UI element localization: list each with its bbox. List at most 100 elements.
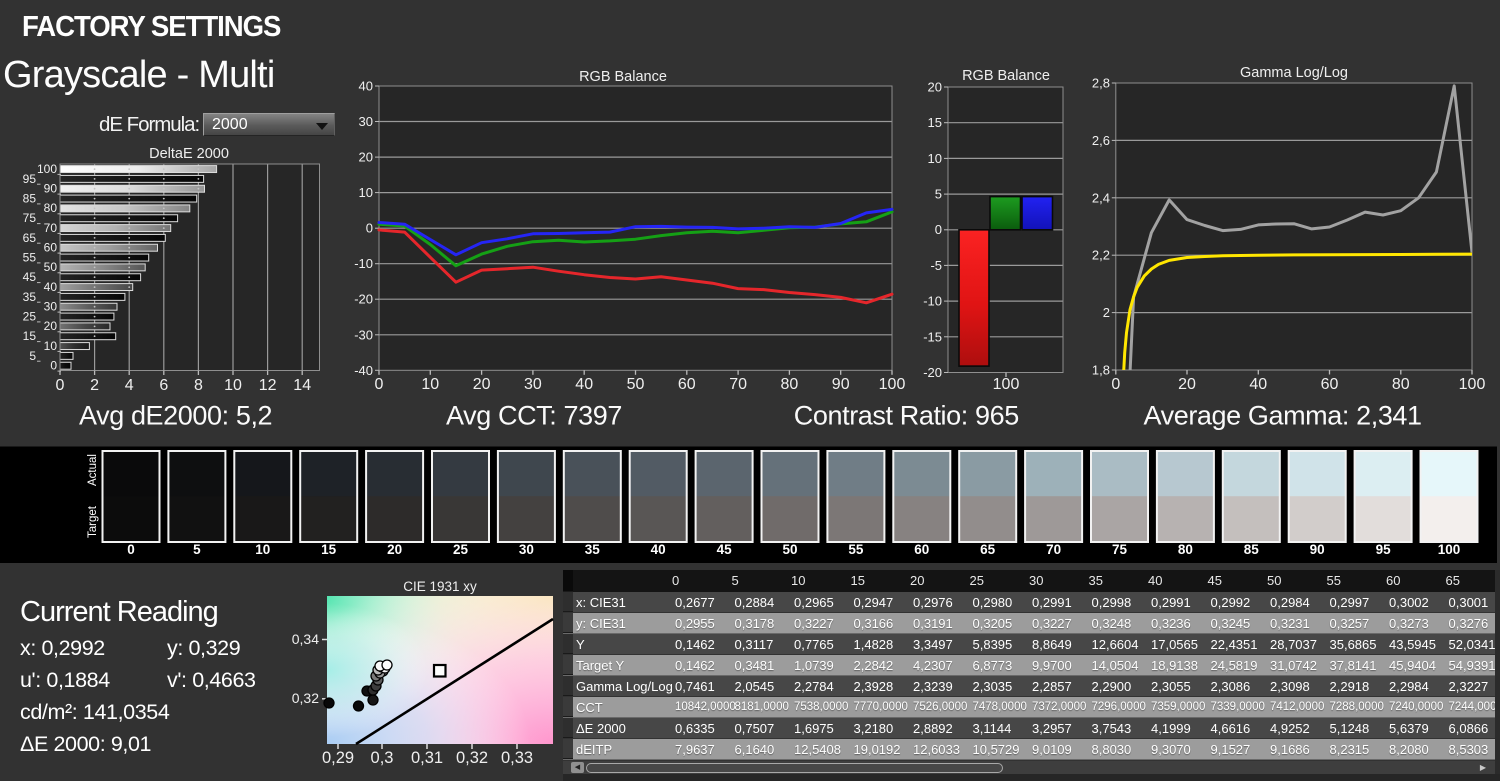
svg-text:0: 0 [1111, 376, 1120, 393]
svg-text:30: 30 [44, 300, 58, 314]
svg-text:-10: -10 [354, 256, 373, 271]
svg-text:35: 35 [23, 290, 37, 304]
svg-text:-20: -20 [923, 365, 942, 380]
svg-text:20: 20 [473, 376, 491, 393]
svg-text:60: 60 [44, 241, 58, 255]
svg-text:70: 70 [1046, 542, 1061, 557]
svg-text:40: 40 [651, 542, 666, 557]
svg-text:14: 14 [293, 377, 311, 394]
svg-text:Actual: Actual [87, 454, 99, 486]
svg-text:-15: -15 [923, 329, 942, 344]
svg-text:RGB Balance: RGB Balance [962, 68, 1050, 84]
svg-text:40: 40 [575, 376, 593, 393]
svg-text:55: 55 [848, 542, 864, 557]
svg-text:100: 100 [879, 376, 906, 393]
svg-text:0,32: 0,32 [292, 690, 319, 706]
svg-text:50: 50 [782, 542, 797, 557]
svg-text:1,8: 1,8 [1092, 363, 1110, 378]
svg-text:100: 100 [993, 376, 1020, 393]
svg-text:0,34: 0,34 [292, 631, 319, 647]
svg-text:0: 0 [366, 221, 373, 236]
svg-text:0,32: 0,32 [456, 749, 488, 767]
svg-text:75: 75 [23, 211, 37, 225]
svg-text:25: 25 [23, 309, 37, 323]
svg-text:90: 90 [1310, 542, 1325, 557]
svg-text:6: 6 [159, 377, 168, 394]
svg-text:80: 80 [781, 376, 799, 393]
svg-text:2,2: 2,2 [1092, 248, 1110, 263]
svg-text:2: 2 [1103, 305, 1110, 320]
svg-text:Average Gamma: 2,341: Average Gamma: 2,341 [1144, 401, 1422, 431]
svg-text:60: 60 [1321, 376, 1339, 393]
svg-text:90: 90 [832, 376, 850, 393]
svg-text:40: 40 [1249, 376, 1267, 393]
svg-text:-10: -10 [923, 294, 942, 309]
svg-text:Avg CCT: 7397: Avg CCT: 7397 [446, 401, 622, 431]
svg-text:45: 45 [717, 542, 733, 557]
svg-text:30: 30 [359, 114, 373, 129]
svg-text:5: 5 [29, 349, 36, 363]
svg-text:0: 0 [50, 359, 57, 373]
svg-text:95: 95 [23, 172, 37, 186]
svg-text:10: 10 [359, 185, 373, 200]
svg-text:Gamma Log/Log: Gamma Log/Log [1240, 65, 1348, 81]
svg-text:55: 55 [23, 250, 37, 264]
svg-text:65: 65 [23, 231, 37, 245]
svg-text:40: 40 [44, 280, 58, 294]
svg-text:30: 30 [524, 376, 542, 393]
svg-text:95: 95 [1376, 542, 1392, 557]
svg-text:20: 20 [359, 150, 373, 165]
svg-text:10: 10 [928, 151, 942, 166]
svg-text:35: 35 [585, 542, 601, 557]
svg-text:-5: -5 [930, 258, 942, 273]
svg-text:100: 100 [37, 162, 57, 176]
svg-text:RGB Balance: RGB Balance [579, 69, 667, 85]
svg-text:15: 15 [23, 329, 37, 343]
svg-text:20: 20 [928, 80, 942, 95]
svg-text:20: 20 [1178, 376, 1196, 393]
svg-text:0,33: 0,33 [501, 749, 533, 767]
svg-text:CIE 1931 xy: CIE 1931 xy [403, 580, 477, 594]
svg-text:85: 85 [1244, 542, 1260, 557]
svg-text:80: 80 [44, 201, 58, 215]
svg-text:5: 5 [193, 542, 201, 557]
svg-text:15: 15 [928, 115, 942, 130]
svg-text:75: 75 [1112, 542, 1128, 557]
svg-text:100: 100 [1438, 542, 1461, 557]
svg-text:65: 65 [980, 542, 996, 557]
svg-text:5: 5 [935, 187, 942, 202]
svg-text:4: 4 [125, 377, 134, 394]
svg-text:80: 80 [1178, 542, 1193, 557]
svg-text:100: 100 [1459, 376, 1486, 393]
svg-text:-40: -40 [354, 363, 373, 378]
svg-text:-30: -30 [354, 327, 373, 342]
svg-text:0,3: 0,3 [371, 749, 394, 767]
svg-text:2,6: 2,6 [1092, 133, 1110, 148]
svg-text:DeltaE 2000: DeltaE 2000 [149, 146, 229, 162]
svg-text:50: 50 [627, 376, 645, 393]
svg-text:0,29: 0,29 [322, 749, 354, 767]
svg-text:10: 10 [421, 376, 439, 393]
svg-text:2: 2 [90, 377, 99, 394]
svg-text:12: 12 [259, 377, 277, 394]
svg-text:70: 70 [44, 221, 58, 235]
svg-text:20: 20 [387, 542, 402, 557]
svg-text:0: 0 [935, 222, 942, 237]
svg-text:45: 45 [23, 270, 37, 284]
svg-text:20: 20 [44, 319, 58, 333]
svg-text:2,4: 2,4 [1092, 190, 1110, 205]
svg-text:10: 10 [224, 377, 242, 394]
svg-text:Contrast Ratio: 965: Contrast Ratio: 965 [794, 401, 1019, 431]
svg-text:85: 85 [23, 191, 37, 205]
svg-text:10: 10 [255, 542, 270, 557]
svg-text:Target: Target [87, 505, 99, 538]
svg-text:0,31: 0,31 [411, 749, 443, 767]
svg-text:2,8: 2,8 [1092, 76, 1110, 91]
svg-text:0: 0 [127, 542, 135, 557]
svg-text:0: 0 [375, 376, 384, 393]
svg-text:25: 25 [453, 542, 469, 557]
svg-text:60: 60 [914, 542, 929, 557]
svg-text:40: 40 [359, 79, 373, 94]
svg-text:-20: -20 [354, 292, 373, 307]
svg-text:15: 15 [321, 542, 337, 557]
